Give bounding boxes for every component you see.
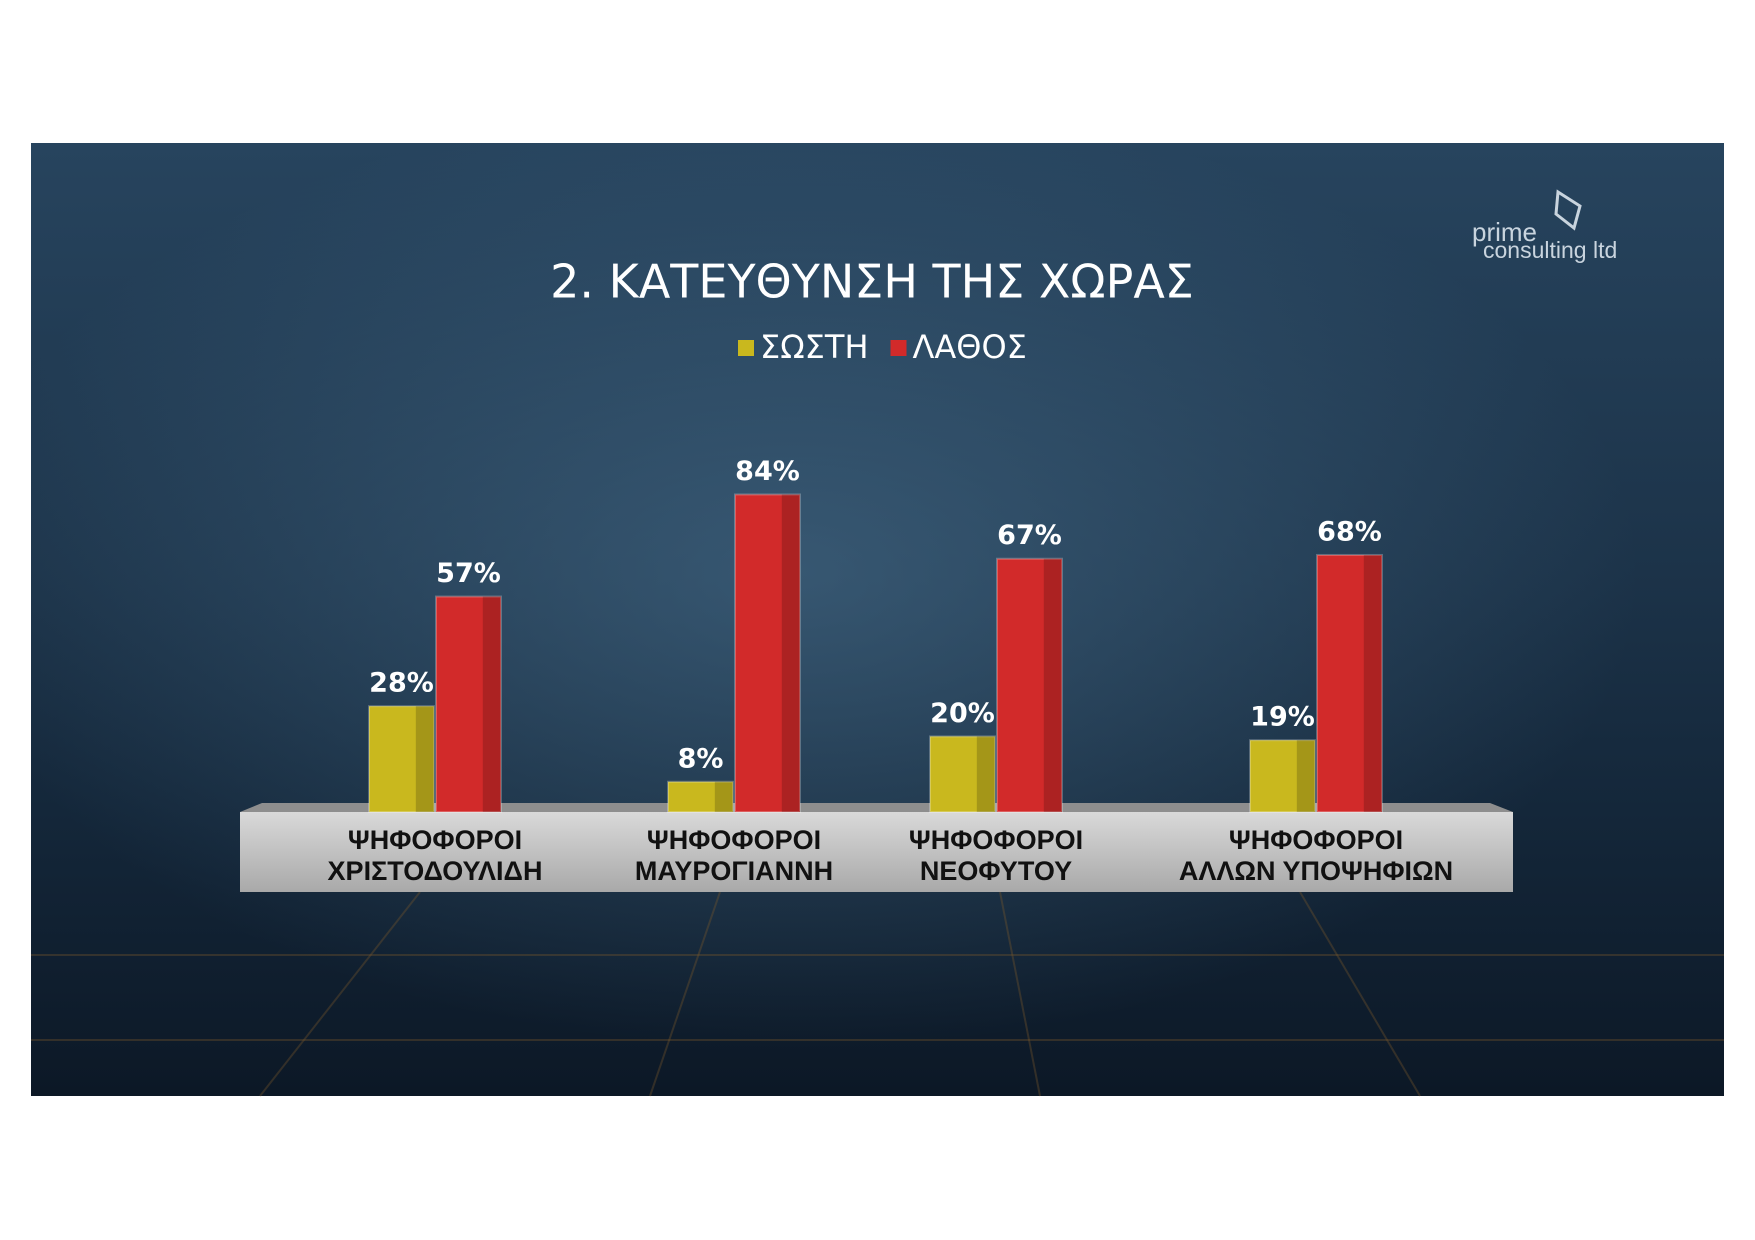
x-tick-label: ΨΗΦΟΦΟΡΟΙ <box>647 825 821 855</box>
legend-swatch <box>890 340 907 356</box>
x-tick-label: ΨΗΦΟΦΟΡΟΙ <box>909 825 1083 855</box>
bar <box>1249 739 1316 813</box>
legend-label: ΛΑΘΟΣ <box>913 328 1027 366</box>
bar-shade <box>1363 554 1382 812</box>
value-label: 67% <box>997 520 1062 551</box>
panel-glow <box>31 143 1724 1096</box>
x-tick-label: ΝΕΟΦΥΤΟΥ <box>920 856 1072 886</box>
bar-shade <box>714 781 733 812</box>
value-label: 28% <box>369 668 434 699</box>
bar <box>929 735 996 814</box>
logo-icon <box>1554 189 1582 231</box>
value-label: 20% <box>930 698 995 729</box>
x-tick-label: ΧΡΙΣΤΟΔΟΥΛΙΔΗ <box>328 856 543 886</box>
value-label: 68% <box>1317 516 1382 547</box>
bar-shade <box>1043 558 1062 812</box>
bar <box>667 780 734 814</box>
x-tick-label: ΜΑΥΡΟΓΙΑΝΝΗ <box>635 856 833 886</box>
chart-title: 2. ΚΑΤΕΥΘΥΝΣΗ ΤΗΣ ΧΩΡΑΣ <box>550 255 1194 309</box>
legend-swatch <box>738 340 754 356</box>
value-label: 8% <box>678 743 724 774</box>
floor-grid <box>31 891 1724 1097</box>
logo: prime consulting ltd <box>1472 189 1617 263</box>
bar <box>734 493 801 813</box>
legend: ΣΩΣΤΗ ΛΑΘΟΣ <box>738 328 1027 366</box>
value-label: 84% <box>735 456 800 487</box>
bar-shade <box>781 494 800 812</box>
bar <box>368 705 435 813</box>
x-tick-label: ΨΗΦΟΦΟΡΟΙ <box>1229 825 1403 855</box>
bar <box>996 557 1063 813</box>
value-label: 19% <box>1250 702 1315 733</box>
bar-shade <box>976 736 995 812</box>
x-tick-label: ΨΗΦΟΦΟΡΟΙ <box>348 825 522 855</box>
bar <box>435 595 502 813</box>
bar-shade <box>415 706 434 812</box>
legend-label: ΣΩΣΤΗ <box>760 328 869 366</box>
bar <box>1316 553 1383 814</box>
platform <box>240 812 1513 892</box>
x-tick-label: ΑΛΛΩΝ ΥΠΟΨΗΦΙΩΝ <box>1179 856 1453 886</box>
platform-top <box>240 803 1513 812</box>
bar-shade <box>1296 740 1315 812</box>
logo-text: consulting ltd <box>1483 237 1617 263</box>
logo-text: prime <box>1472 217 1537 247</box>
bar-shade <box>482 596 501 812</box>
value-label: 57% <box>436 558 501 589</box>
